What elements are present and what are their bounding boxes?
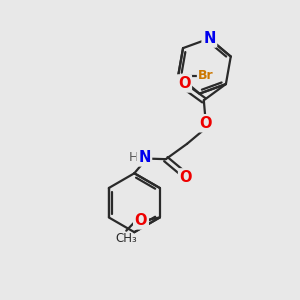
- Text: Br: Br: [198, 69, 214, 82]
- Text: H: H: [129, 151, 139, 164]
- Text: O: O: [178, 76, 190, 91]
- Text: N: N: [203, 31, 215, 46]
- Text: O: O: [180, 170, 192, 185]
- Text: O: O: [199, 116, 211, 131]
- Text: N: N: [138, 150, 151, 165]
- Text: CH₃: CH₃: [116, 232, 137, 245]
- Text: O: O: [135, 213, 147, 228]
